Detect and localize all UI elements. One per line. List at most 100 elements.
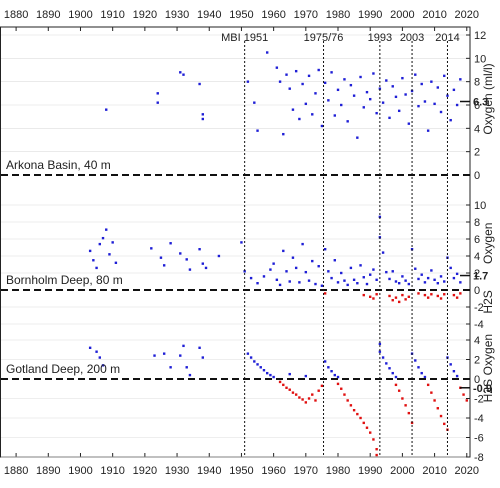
oxygen-point <box>375 278 378 281</box>
h2s-point <box>288 388 291 391</box>
oxygen-point <box>185 366 188 369</box>
oxygen-point <box>307 74 311 78</box>
oxygen-point <box>275 66 279 69</box>
oxygen-point <box>381 356 385 359</box>
y-tick-label: -2 <box>474 394 484 406</box>
h2s-point <box>282 383 285 387</box>
h2s-point <box>298 396 301 399</box>
h2s-point <box>340 387 343 390</box>
y-tick-label: -4 <box>474 413 484 425</box>
oxygen-point <box>159 256 163 259</box>
h2s-point <box>294 393 298 396</box>
y-tick-label: 2 <box>474 355 480 367</box>
y-axis-label-oxygen: Oxygen <box>481 223 495 264</box>
oxygen-point <box>349 266 353 270</box>
oxygen-point <box>182 73 185 76</box>
oxygen-point <box>278 80 282 83</box>
oxygen-point <box>108 253 111 256</box>
x-tick-label-top: 1890 <box>36 9 60 21</box>
oxygen-point <box>294 69 298 73</box>
y-tick-label: 0 <box>474 285 480 297</box>
x-tick-label-bottom: 1950 <box>229 465 253 477</box>
oxygen-point <box>388 116 391 120</box>
oxygen-point <box>385 79 388 82</box>
oxygen-point <box>179 354 182 357</box>
h2s-point <box>304 401 308 404</box>
oxygen-point <box>169 366 172 369</box>
h2s-point <box>436 294 440 298</box>
h2s-point <box>359 416 362 420</box>
h2s-point <box>439 297 443 300</box>
oxygen-point <box>278 283 282 287</box>
h2s-point <box>375 293 378 296</box>
oxygen-point <box>314 92 317 95</box>
oxygen-point <box>311 113 314 116</box>
oxygen-point <box>333 373 336 377</box>
event-label: 1993 <box>368 32 392 44</box>
h2s-point <box>436 407 440 410</box>
oxygen-point <box>327 270 330 273</box>
y-tick-label: -6 <box>474 433 484 445</box>
oxygen-point <box>201 262 205 265</box>
oxygen-point <box>253 360 256 363</box>
oxygen-point <box>323 81 327 85</box>
oxygen-point <box>201 356 205 359</box>
oxygen-point <box>317 265 320 268</box>
h2s-point <box>372 438 375 441</box>
oxygen-point <box>426 129 430 132</box>
y-axis-label-h2s: H2S <box>481 379 495 402</box>
oxygen-point <box>365 282 369 286</box>
oxygen-point <box>288 280 291 283</box>
x-tick-label-bottom: 1990 <box>358 465 382 477</box>
h2s-point <box>352 409 356 412</box>
oxygen-point <box>359 264 362 267</box>
oxygen-point <box>301 82 304 86</box>
oxygen-point <box>346 120 349 123</box>
oxygen-point <box>198 346 201 349</box>
oxygen-point <box>301 242 304 246</box>
oxygen-point <box>201 113 205 116</box>
oxygen-point <box>420 273 423 276</box>
oxygen-point <box>394 375 398 379</box>
h2s-point <box>404 404 407 407</box>
panel-label: Bornholm Deep, 80 m <box>6 273 123 287</box>
oxygen-point <box>388 367 391 370</box>
oxygen-point <box>311 259 314 263</box>
y-tick-label: 12 <box>474 30 486 42</box>
event-label: MBI 1951 <box>221 32 268 44</box>
oxygen-point <box>304 102 308 106</box>
oxygen-point <box>378 215 382 219</box>
oxygen-point <box>265 371 269 375</box>
oxygen-point <box>417 366 420 369</box>
oxygen-point <box>343 78 346 81</box>
y-tick-label: 0 <box>474 374 480 386</box>
oxygen-point <box>423 375 427 379</box>
h2s-point <box>443 422 446 426</box>
h2s-point <box>362 421 365 425</box>
h2s-point <box>462 393 465 396</box>
h2s-point <box>285 386 288 389</box>
x-tick-label-top: 1930 <box>165 9 189 21</box>
oxygen-point <box>253 101 256 104</box>
oxygen-point <box>414 359 417 362</box>
y-tick-label: 4 <box>474 335 480 347</box>
oxygen-point <box>323 360 327 363</box>
h2s-point <box>465 399 468 402</box>
oxygen-point <box>352 94 356 97</box>
oxygen-point <box>352 278 356 281</box>
h2s-point <box>362 293 365 297</box>
h2s-point <box>278 380 282 384</box>
oxygen-point <box>459 281 462 284</box>
oxygen-point <box>336 281 340 284</box>
h2s-point <box>439 414 443 418</box>
oxygen-point <box>346 283 349 287</box>
oxygen-point <box>185 258 188 261</box>
h2s-point <box>401 293 404 297</box>
y-tick-label: -4 <box>474 319 484 331</box>
oxygen-point <box>298 281 301 284</box>
y-tick-label: 2 <box>474 268 480 280</box>
x-tick-label-bottom: 1940 <box>197 465 221 477</box>
oxygen-point <box>446 94 449 97</box>
oxygen-point <box>156 101 159 104</box>
